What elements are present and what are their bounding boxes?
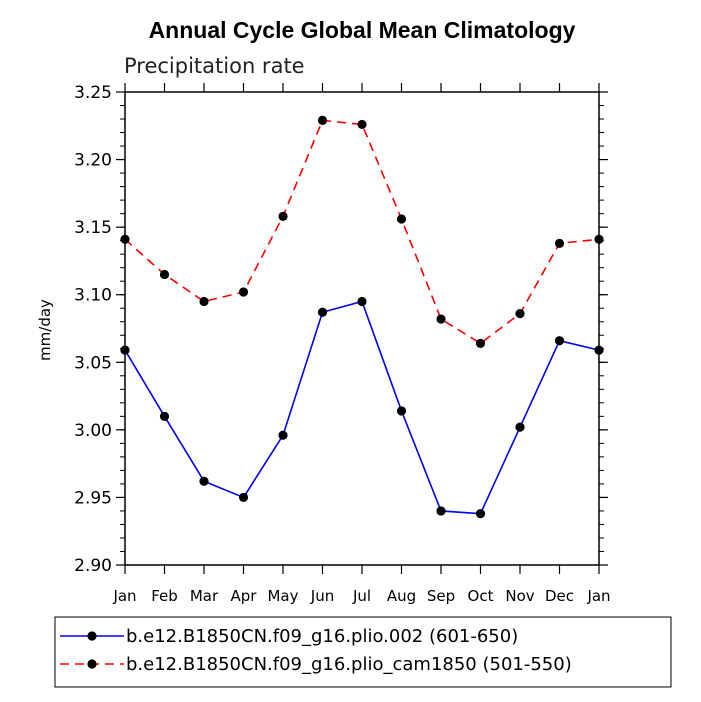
data-point <box>278 211 288 221</box>
legend: b.e12.B1850CN.f09_g16.plio.002 (601-650)… <box>60 626 572 675</box>
series-line-1 <box>124 300 600 515</box>
y-tick-label: 3.15 <box>74 218 112 238</box>
data-point <box>357 296 367 307</box>
data-point <box>436 314 446 324</box>
data-point <box>159 269 170 280</box>
data-point <box>159 411 170 421</box>
y-tick-label: 3.05 <box>74 353 112 373</box>
y-axis-label: mm/day <box>36 299 54 361</box>
chart-subtitle: Precipitation rate <box>124 54 305 78</box>
data-point <box>120 345 130 355</box>
data-point <box>594 345 604 355</box>
ticks: 2.90 2.95 3.00 3.05 3.10 3.15 3.20 3.25 Jan Feb Ma… <box>74 83 611 605</box>
x-tick-label: Feb <box>151 587 178 605</box>
x-tick-label: Jul <box>352 587 371 605</box>
legend-box <box>54 616 672 688</box>
x-tick-label: Oct <box>468 587 494 605</box>
series-layer <box>120 115 604 519</box>
data-point <box>515 309 525 319</box>
legend-label-2: b.e12.B1850CN.f09_g16.plio_cam1850 (501-… <box>126 654 572 675</box>
x-tick-label: Jan <box>586 587 610 605</box>
x-tick-label: Jan <box>112 587 136 605</box>
y-tick-label: 3.00 <box>74 421 112 441</box>
legend-marker-2 <box>87 659 97 669</box>
data-point <box>199 476 209 486</box>
data-point <box>515 422 525 432</box>
legend-label-1: b.e12.B1850CN.f09_g16.plio.002 (601-650) <box>126 626 518 647</box>
x-tick-label: Nov <box>505 587 534 605</box>
x-tick-label: Mar <box>190 587 219 605</box>
data-point <box>475 338 486 348</box>
x-tick-label: Sep <box>427 587 455 605</box>
x-tick-label: Dec <box>545 587 574 605</box>
data-point <box>317 115 328 125</box>
y-tick-label: 2.95 <box>74 488 112 508</box>
data-point <box>396 406 407 416</box>
data-point <box>554 238 565 248</box>
y-tick-label: 3.10 <box>74 286 112 306</box>
series-line-2 <box>124 119 600 345</box>
data-point <box>594 234 604 244</box>
data-point <box>475 509 486 519</box>
chart-title: Annual Cycle Global Mean Climatology <box>149 17 576 43</box>
data-point <box>317 307 328 317</box>
data-point <box>238 287 249 297</box>
x-tick-label: Apr <box>231 587 258 605</box>
data-point <box>554 336 565 346</box>
plot-frame <box>124 91 600 566</box>
x-tick-label: Jun <box>310 587 334 605</box>
y-tick-label: 2.90 <box>74 556 112 576</box>
x-tick-label: May <box>267 587 298 605</box>
data-point <box>436 506 446 516</box>
data-point <box>278 430 288 440</box>
y-tick-label: 3.20 <box>74 151 112 171</box>
legend-marker-1 <box>87 631 97 641</box>
data-point <box>238 492 249 503</box>
y-tick-label: 3.25 <box>74 83 112 103</box>
x-tick-label: Aug <box>387 587 416 605</box>
data-point <box>120 234 130 244</box>
data-point <box>199 296 209 307</box>
data-point <box>396 214 407 224</box>
data-point <box>357 119 367 130</box>
